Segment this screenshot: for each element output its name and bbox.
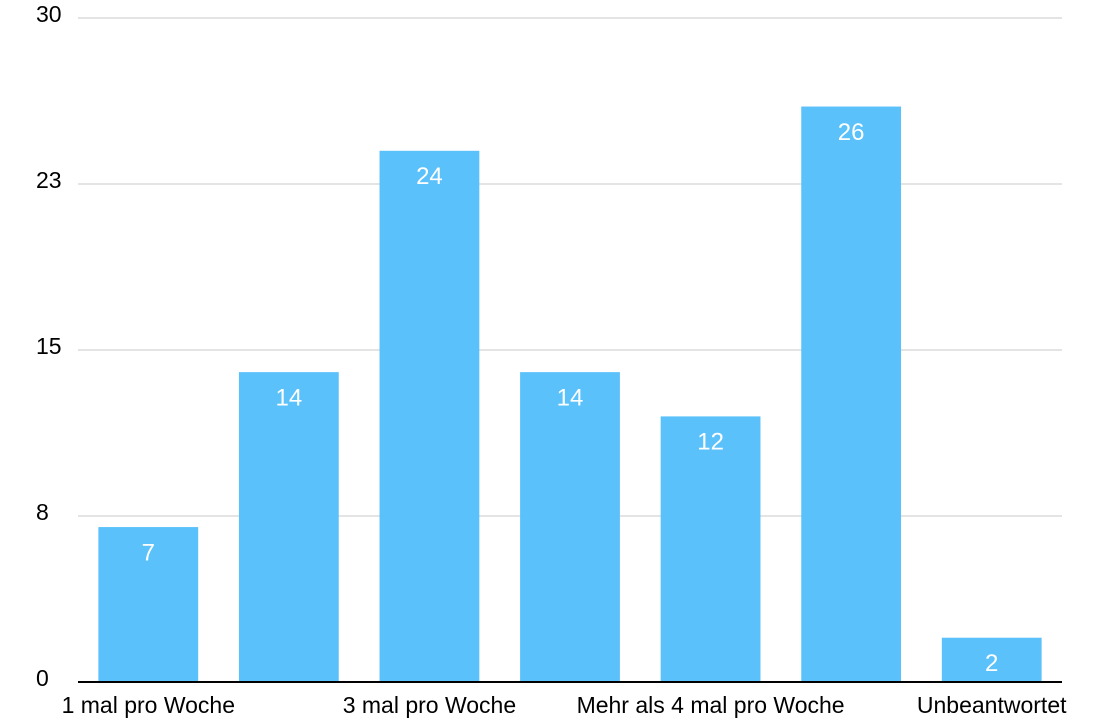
x-tick-label: 3 mal pro Woche bbox=[343, 692, 516, 718]
value-label: 24 bbox=[416, 163, 443, 190]
y-tick-label: 8 bbox=[36, 499, 49, 525]
value-label: 12 bbox=[697, 429, 724, 456]
x-tick-label: Unbeantwortet bbox=[917, 692, 1067, 718]
bar bbox=[238, 372, 339, 682]
bar bbox=[801, 106, 902, 683]
x-tick-label: Mehr als 4 mal pro Woche bbox=[577, 692, 845, 718]
value-label: 26 bbox=[838, 119, 865, 146]
value-label: 14 bbox=[557, 384, 584, 411]
x-tick-label: 1 mal pro Woche bbox=[62, 692, 235, 718]
y-tick-label: 30 bbox=[36, 1, 62, 27]
value-label: 7 bbox=[142, 539, 155, 566]
value-label: 14 bbox=[276, 384, 303, 411]
value-label: 2 bbox=[985, 650, 998, 677]
y-tick-label: 15 bbox=[36, 333, 62, 359]
bar bbox=[660, 416, 761, 682]
bar bbox=[520, 372, 620, 682]
y-tick-label: 23 bbox=[36, 167, 62, 193]
bar bbox=[941, 637, 1042, 682]
bar bbox=[98, 527, 199, 682]
y-tick-label: 0 bbox=[36, 665, 49, 691]
bar bbox=[379, 150, 480, 683]
